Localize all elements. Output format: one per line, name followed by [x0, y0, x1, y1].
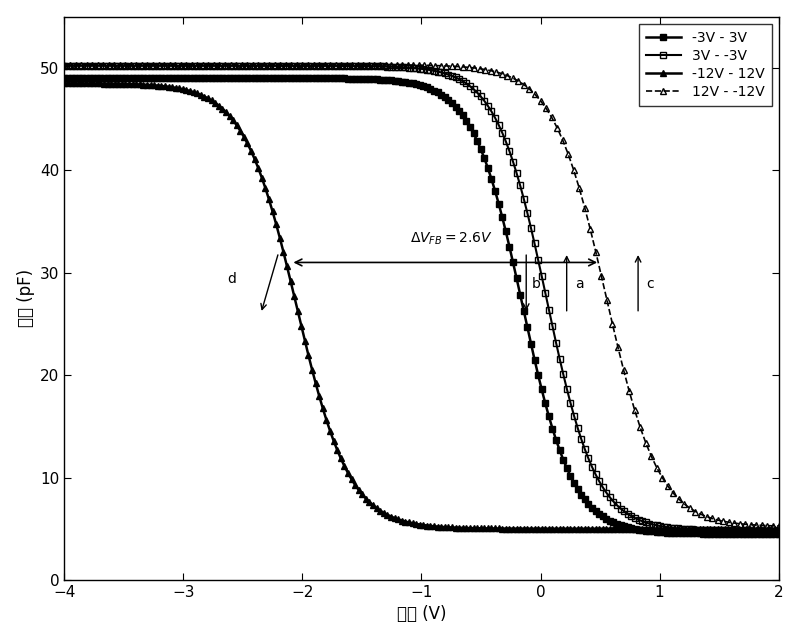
3V - -3V	[193, 62, 202, 70]
Line: 3V - -3V: 3V - -3V	[62, 63, 782, 534]
12V - -12V	[685, 504, 694, 512]
Text: d: d	[227, 272, 236, 286]
-3V - 3V	[88, 74, 98, 82]
-3V - 3V	[774, 530, 783, 538]
12V - -12V	[663, 482, 673, 490]
-12V - 12V	[774, 525, 783, 532]
12V - -12V	[60, 61, 70, 68]
12V - -12V	[93, 61, 102, 68]
-3V - 3V	[60, 74, 70, 82]
-12V - 12V	[738, 525, 747, 532]
-3V - 3V	[193, 74, 202, 82]
12V - -12V	[569, 166, 578, 174]
12V - -12V	[774, 522, 783, 530]
-3V - 3V	[102, 74, 112, 82]
-12V - 12V	[193, 90, 202, 97]
Text: c: c	[646, 277, 654, 291]
3V - -3V	[88, 62, 98, 70]
12V - -12V	[713, 516, 722, 524]
-3V - 3V	[713, 530, 722, 538]
3V - -3V	[250, 62, 259, 70]
-12V - 12V	[88, 79, 98, 87]
Text: a: a	[575, 277, 584, 291]
-3V - 3V	[250, 74, 259, 82]
-12V - 12V	[250, 156, 259, 163]
-12V - 12V	[713, 525, 722, 532]
-12V - 12V	[102, 80, 112, 88]
12V - -12V	[447, 62, 457, 70]
X-axis label: 电压 (V): 电压 (V)	[397, 605, 446, 623]
-12V - 12V	[60, 79, 70, 87]
3V - -3V	[774, 527, 783, 534]
3V - -3V	[738, 527, 747, 534]
-3V - 3V	[738, 530, 747, 538]
Legend: -3V - 3V, 3V - -3V, -12V - 12V, 12V - -12V: -3V - 3V, 3V - -3V, -12V - 12V, 12V - -1…	[639, 24, 771, 106]
Text: $\Delta V_{FB}=2.6V$: $\Delta V_{FB}=2.6V$	[410, 230, 493, 247]
Line: 12V - -12V: 12V - -12V	[61, 61, 782, 529]
Text: b: b	[532, 277, 541, 291]
3V - -3V	[102, 62, 112, 70]
Line: -12V - 12V: -12V - 12V	[62, 80, 782, 532]
Line: -3V - 3V: -3V - 3V	[62, 76, 782, 536]
3V - -3V	[60, 62, 70, 70]
Y-axis label: 电容 (pF): 电容 (pF)	[17, 269, 34, 327]
3V - -3V	[713, 527, 722, 534]
